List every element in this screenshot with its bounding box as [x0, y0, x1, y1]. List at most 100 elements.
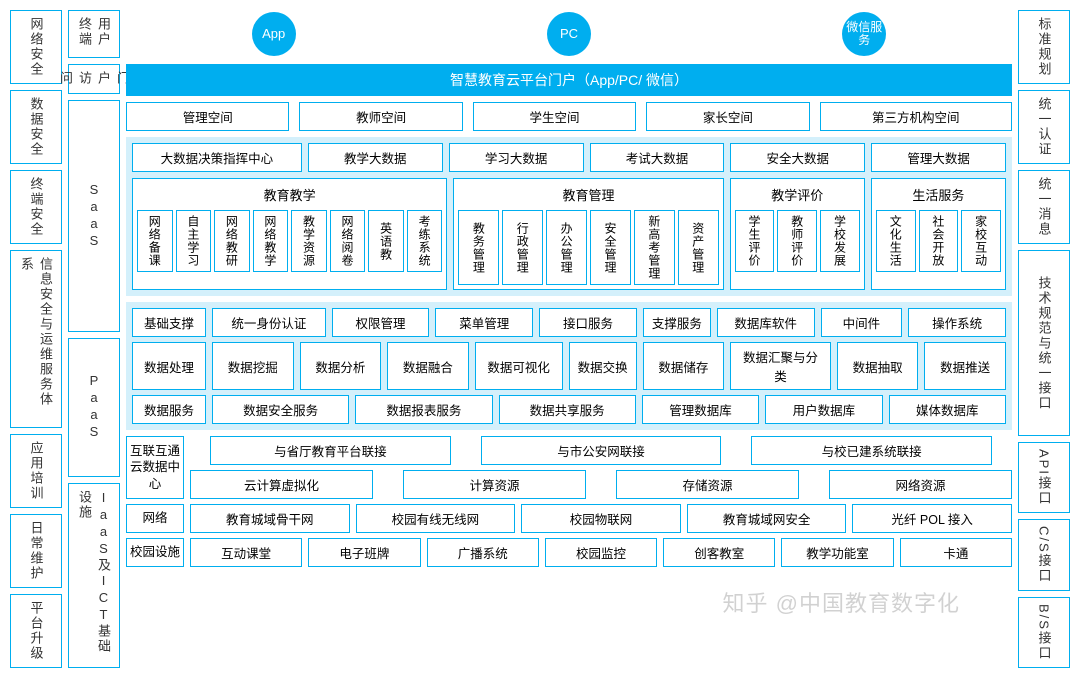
paas-item: 接口服务 [539, 308, 637, 337]
ops-item: 日常维护 [10, 514, 62, 588]
security-item: 网络安全 [10, 10, 62, 84]
saas-module: 自主学习 [176, 210, 212, 272]
standard-item: 统一消息 [1018, 170, 1070, 244]
paas-item: 数据挖掘 [212, 342, 294, 390]
paas-item: 统一身份认证 [212, 308, 326, 337]
saas-block: 大数据决策指挥中心 教学大数据 学习大数据 考试大数据 安全大数据 管理大数据 … [126, 137, 1012, 296]
saas-module: 网络备课 [137, 210, 173, 272]
ops-item: 平台升级 [10, 594, 62, 668]
iaas-item: 与校已建系统联接 [751, 436, 992, 465]
paas-item: 数据抽取 [837, 342, 919, 390]
entry-pc: PC [547, 12, 591, 56]
saas-module: 教务管理 [458, 210, 499, 285]
saas-groups: 教育教学网络备课自主学习网络教研网络教学教学资源网络阅卷英语教考练系统教育管理教… [132, 178, 1006, 290]
paas-item: 数据共享服务 [499, 395, 636, 424]
iaas-sublabel: 校园设施 [126, 538, 184, 567]
paas-item: 数据库软件 [717, 308, 815, 337]
security-system-label: 信息安全与运维服务体系 [10, 250, 62, 428]
interface-item: B/S接口 [1018, 597, 1070, 668]
bigdata-row: 大数据决策指挥中心 教学大数据 学习大数据 考试大数据 安全大数据 管理大数据 [132, 143, 1006, 172]
iaas-item: 教育城域骨干网 [190, 504, 350, 533]
iaas-campus-row: 校园设施 互动课堂电子班牌广播系统校园监控创客教室教学功能室卡通 [126, 538, 1012, 567]
iaas-item: 教育城域网安全 [687, 504, 847, 533]
saas-module: 新高考管理 [634, 210, 675, 285]
paas-item: 用户数据库 [765, 395, 882, 424]
saas-module: 网络教学 [253, 210, 289, 272]
saas-module: 家校互动 [961, 210, 1001, 272]
paas-label: 数据交换 [569, 342, 637, 390]
paas-item: 数据安全服务 [212, 395, 349, 424]
saas-module: 网络阅卷 [330, 210, 366, 272]
paas-item: 数据汇聚与分类 [730, 342, 831, 390]
saas-module: 办公管理 [546, 210, 587, 285]
saas-group-title: 生活服务 [876, 183, 1001, 206]
paas-block: 基础支撑 统一身份认证 权限管理 菜单管理 接口服务 支撑服务 数据库软件 中间… [126, 302, 1012, 430]
saas-module: 教学资源 [291, 210, 327, 272]
iaas-item: 互动课堂 [190, 538, 302, 567]
interface-item: API接口 [1018, 442, 1070, 513]
paas-row: 数据处理 数据挖掘 数据分析 数据融合 数据可视化 数据交换 数据储存 数据汇聚… [132, 342, 1006, 390]
iaas-item: 校园有线无线网 [356, 504, 516, 533]
paas-item: 媒体数据库 [889, 395, 1006, 424]
portal-banner: 智慧教育云平台门户（App/PC/ 微信） [126, 64, 1012, 96]
saas-module: 文化生活 [876, 210, 916, 272]
paas-item: 权限管理 [332, 308, 430, 337]
iaas-item: 光纤 POL 接入 [852, 504, 1012, 533]
iaas-item: 存储资源 [616, 470, 799, 499]
paas-row: 基础支撑 统一身份认证 权限管理 菜单管理 接口服务 支撑服务 数据库软件 中间… [132, 308, 1006, 337]
iaas-label: IaaS及ICT基础设施 [68, 483, 120, 668]
architecture-diagram: 网络安全 数据安全 终端安全 信息安全与运维服务体系 应用培训 日常维护 平台升… [10, 10, 1070, 668]
paas-label: 支撑服务 [643, 308, 711, 337]
center-content: App PC 微信服务 智慧教育云平台门户（App/PC/ 微信） 管理空间 教… [126, 10, 1012, 668]
saas-group: 教育教学网络备课自主学习网络教研网络教学教学资源网络阅卷英语教考练系统 [132, 178, 447, 290]
left-sidebar-security: 网络安全 数据安全 终端安全 信息安全与运维服务体系 应用培训 日常维护 平台升… [10, 10, 62, 668]
paas-label: PaaS [68, 338, 120, 477]
iaas-network-row: 网络 教育城域骨干网校园有线无线网校园物联网教育城域网安全光纤 POL 接入 [126, 504, 1012, 533]
iaas-item: 教学功能室 [781, 538, 893, 567]
interface-item: C/S接口 [1018, 519, 1070, 591]
space-item: 家长空间 [646, 102, 809, 131]
bigdata-item: 学习大数据 [449, 143, 584, 172]
paas-item: 菜单管理 [435, 308, 533, 337]
entry-points: App PC 微信服务 [126, 10, 1012, 58]
paas-item: 中间件 [821, 308, 903, 337]
paas-label: 基础支撑 [132, 308, 206, 337]
paas-item: 数据融合 [387, 342, 469, 390]
standard-item: 统一认证 [1018, 90, 1070, 164]
saas-module: 资产管理 [678, 210, 719, 285]
space-item: 学生空间 [473, 102, 636, 131]
saas-module: 考练系统 [407, 210, 443, 272]
paas-row: 数据服务 数据安全服务 数据报表服务 数据共享服务 管理数据库 用户数据库 媒体… [132, 395, 1006, 424]
iaas-item: 校园监控 [545, 538, 657, 567]
saas-module: 安全管理 [590, 210, 631, 285]
entry-wechat: 微信服务 [842, 12, 886, 56]
space-item: 教师空间 [299, 102, 462, 131]
bigdata-item: 教学大数据 [308, 143, 443, 172]
tech-spec-label: 技术规范与统一接口 [1018, 250, 1070, 436]
left-sidebar-layers: 用户终端 门户访问 SaaS PaaS IaaS及ICT基础设施 [68, 10, 120, 668]
security-item: 数据安全 [10, 90, 62, 164]
iaas-item: 电子班牌 [308, 538, 420, 567]
iaas-item: 网络资源 [829, 470, 1012, 499]
paas-item: 管理数据库 [642, 395, 759, 424]
iaas-block: 互联互通云数据中心 与省厅教育平台联接 与市公安网联接 与校已建系统联接 云计算… [126, 436, 1012, 567]
iaas-sublabel: 网络 [126, 504, 184, 533]
bigdata-item: 安全大数据 [730, 143, 865, 172]
iaas-cloud-row: 互联互通云数据中心 与省厅教育平台联接 与市公安网联接 与校已建系统联接 云计算… [126, 436, 1012, 499]
right-sidebar-standards: 标准规划 统一认证 统一消息 技术规范与统一接口 API接口 C/S接口 B/S… [1018, 10, 1070, 668]
saas-module: 学生评价 [735, 210, 775, 272]
iaas-item: 广播系统 [427, 538, 539, 567]
iaas-item: 校园物联网 [521, 504, 681, 533]
saas-label: SaaS [68, 100, 120, 332]
spaces-row: 管理空间 教师空间 学生空间 家长空间 第三方机构空间 [126, 102, 1012, 131]
paas-label: 数据处理 [132, 342, 206, 390]
bigdata-item: 管理大数据 [871, 143, 1006, 172]
bigdata-item: 大数据决策指挥中心 [132, 143, 302, 172]
space-item: 第三方机构空间 [820, 102, 1012, 131]
iaas-sublabel: 互联互通云数据中心 [126, 436, 184, 499]
iaas-item: 卡通 [900, 538, 1012, 567]
standard-item: 标准规划 [1018, 10, 1070, 84]
paas-item: 数据分析 [300, 342, 382, 390]
layer-label: 用户终端 [68, 10, 120, 58]
bigdata-item: 考试大数据 [590, 143, 725, 172]
